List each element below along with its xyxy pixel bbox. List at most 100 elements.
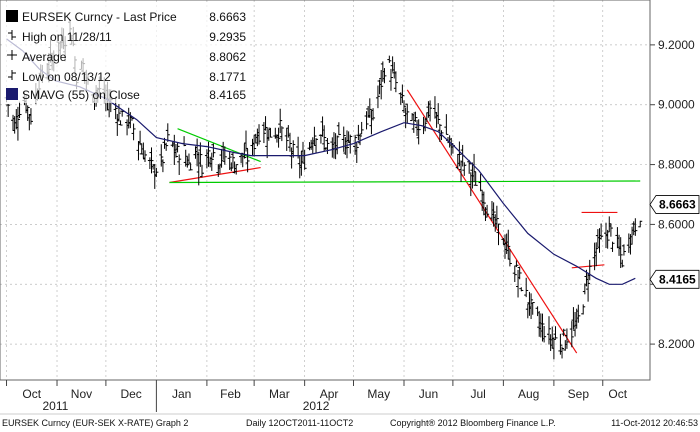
price-bar (15, 106, 20, 141)
price-bar (542, 325, 547, 343)
legend-value-high: 9.2935 (209, 30, 246, 44)
price-bar (444, 114, 449, 135)
price-bar (284, 128, 289, 151)
price-bar (344, 130, 349, 159)
footer-copyright: Copyright® 2012 Bloomberg Finance L.P. (390, 418, 556, 428)
price-bar (620, 259, 625, 268)
price-bar (379, 70, 384, 100)
x-tick-label: May (367, 387, 390, 401)
price-bar (198, 142, 203, 167)
legend-value-average: 8.8062 (209, 50, 246, 64)
legend-marker-average (7, 50, 17, 60)
x-tick-label: Mar (269, 387, 290, 401)
price-bar (605, 229, 610, 249)
price-bar (413, 111, 418, 122)
x-tick-label: Nov (71, 387, 92, 401)
price-bar (312, 126, 317, 146)
price-bar (457, 141, 462, 167)
price-bar (481, 191, 486, 216)
price-bar (230, 151, 235, 168)
price-bar (154, 167, 159, 177)
price-bar (494, 205, 499, 228)
price-bar (506, 229, 511, 260)
price-bar (462, 162, 467, 176)
price-bar (314, 138, 319, 154)
sma-value-tag-text: 8.4165 (659, 272, 696, 286)
legend-label-average: Average (22, 50, 67, 64)
y-tick-label: 9.2000 (658, 38, 695, 52)
price-bar (375, 85, 380, 109)
value-tags: 8.6663 8.4165 (649, 195, 700, 289)
trendline (177, 128, 261, 163)
x-tick-label: Apr (320, 387, 339, 401)
price-bar (428, 100, 433, 122)
price-bar (28, 108, 33, 125)
x-tick-label: Oct (22, 387, 41, 401)
price-bar (211, 143, 216, 158)
footer-right: 11-Oct-2012 20:46:53 (611, 418, 698, 428)
price-bar (268, 127, 273, 138)
price-bar (341, 126, 346, 152)
price-bar (517, 266, 522, 280)
year-label: 2011 (42, 399, 68, 413)
x-tick-label: Jun (419, 387, 438, 401)
price-bar (257, 124, 262, 145)
price-bar (564, 328, 569, 349)
price-bar (325, 138, 330, 155)
price-bar (142, 150, 147, 163)
price-bar (586, 272, 591, 302)
price-bar (227, 150, 232, 170)
price-bar (354, 141, 359, 163)
price-bar (546, 316, 551, 345)
price-bar (209, 152, 214, 171)
price-bar (467, 159, 472, 174)
trendline (169, 180, 641, 184)
price-bar (245, 148, 250, 173)
price-bar (159, 144, 164, 167)
price-bar (175, 143, 180, 153)
price-bar (149, 147, 154, 174)
price-bar (633, 218, 638, 236)
x-tick-label: Feb (220, 387, 241, 401)
price-bar (416, 119, 421, 145)
price-bar (610, 241, 615, 252)
price-bar (393, 71, 398, 93)
price-bar (638, 220, 643, 228)
last-price-tag: 8.6663 (649, 195, 700, 214)
price-bar (388, 68, 393, 91)
y-tick-label: 8.6000 (658, 217, 695, 231)
year-label: 2012 (303, 399, 330, 413)
legend-marker-high (8, 30, 16, 40)
x-axis: Oct Nov Dec Jan Feb Mar Apr May Jun Jul Aug Sep Oct2… (6, 380, 628, 413)
x-tick-label: Sep (568, 387, 590, 401)
footer-mid: Daily 12OCT2011-11OCT2 (246, 418, 353, 428)
x-tick-label: Aug (518, 387, 539, 401)
price-bar (173, 144, 178, 158)
price-bar (485, 204, 490, 218)
price-bar (219, 148, 224, 168)
x-tick-label: Oct (608, 387, 627, 401)
price-bar (165, 123, 170, 142)
price-bar (263, 116, 268, 131)
price-bar (491, 202, 496, 227)
price-bar (514, 260, 519, 268)
price-bar (621, 244, 626, 256)
month-ticks (6, 0, 604, 380)
price-bar (278, 108, 283, 134)
price-bar (608, 223, 613, 237)
legend-value-low: 8.1771 (209, 70, 246, 84)
price-bar (400, 84, 405, 104)
price-bar (261, 122, 266, 144)
price-bar (222, 146, 227, 165)
price-bar (569, 321, 574, 348)
price-bar (364, 111, 369, 130)
legend-label-high: High on 11/28/11 (22, 30, 112, 44)
trendline (169, 166, 261, 184)
price-bar (387, 55, 392, 63)
price-bar (436, 103, 441, 125)
trendlines (169, 89, 641, 354)
y-tick-label: 9.0000 (658, 98, 695, 112)
price-bar (359, 121, 364, 135)
price-bar (382, 68, 387, 84)
